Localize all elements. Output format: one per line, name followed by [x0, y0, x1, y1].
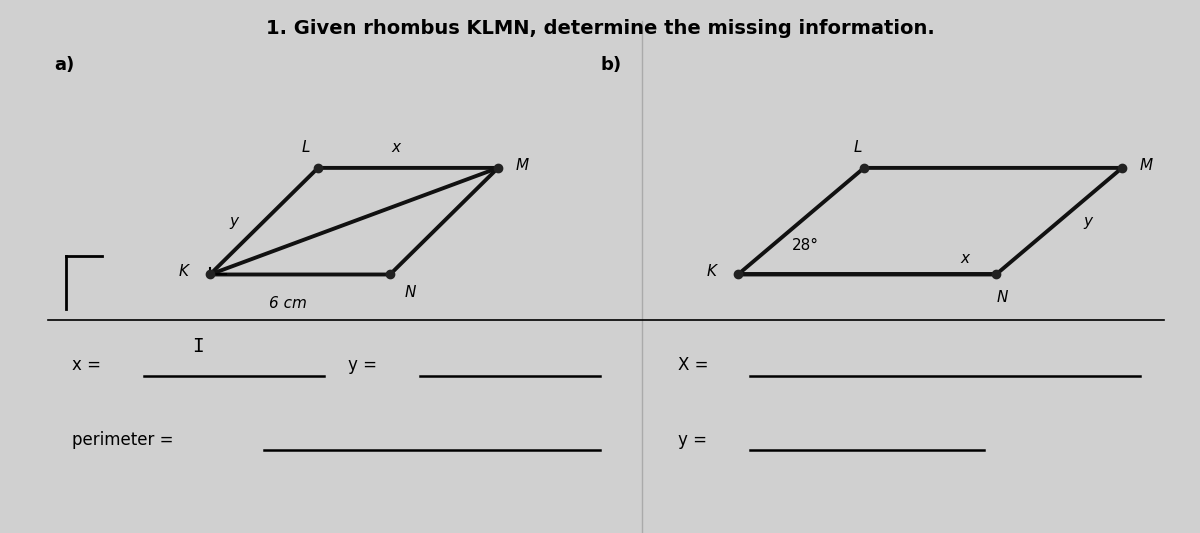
Text: 1. Given rhombus KLMN, determine the missing information.: 1. Given rhombus KLMN, determine the mis…	[265, 19, 935, 38]
Text: x: x	[960, 251, 970, 266]
Text: K: K	[707, 264, 716, 279]
Text: N: N	[404, 285, 415, 300]
Text: L: L	[853, 140, 863, 155]
Text: a): a)	[54, 56, 74, 74]
Text: L: L	[301, 140, 311, 155]
Text: K: K	[179, 264, 188, 279]
Text: y: y	[1084, 214, 1092, 229]
Text: 6 cm: 6 cm	[269, 296, 307, 311]
Text: M: M	[516, 158, 529, 173]
Text: y =: y =	[678, 431, 713, 449]
Text: y: y	[229, 214, 239, 229]
Text: b): b)	[600, 56, 622, 74]
Text: 28°: 28°	[792, 238, 818, 253]
Text: X =: X =	[678, 356, 714, 374]
Text: N: N	[996, 290, 1008, 305]
Text: x: x	[391, 140, 401, 155]
Text: M: M	[1140, 158, 1153, 173]
Text: x =: x =	[72, 356, 107, 374]
Text: perimeter =: perimeter =	[72, 431, 179, 449]
Text: I: I	[192, 337, 204, 356]
Text: y =: y =	[348, 356, 383, 374]
